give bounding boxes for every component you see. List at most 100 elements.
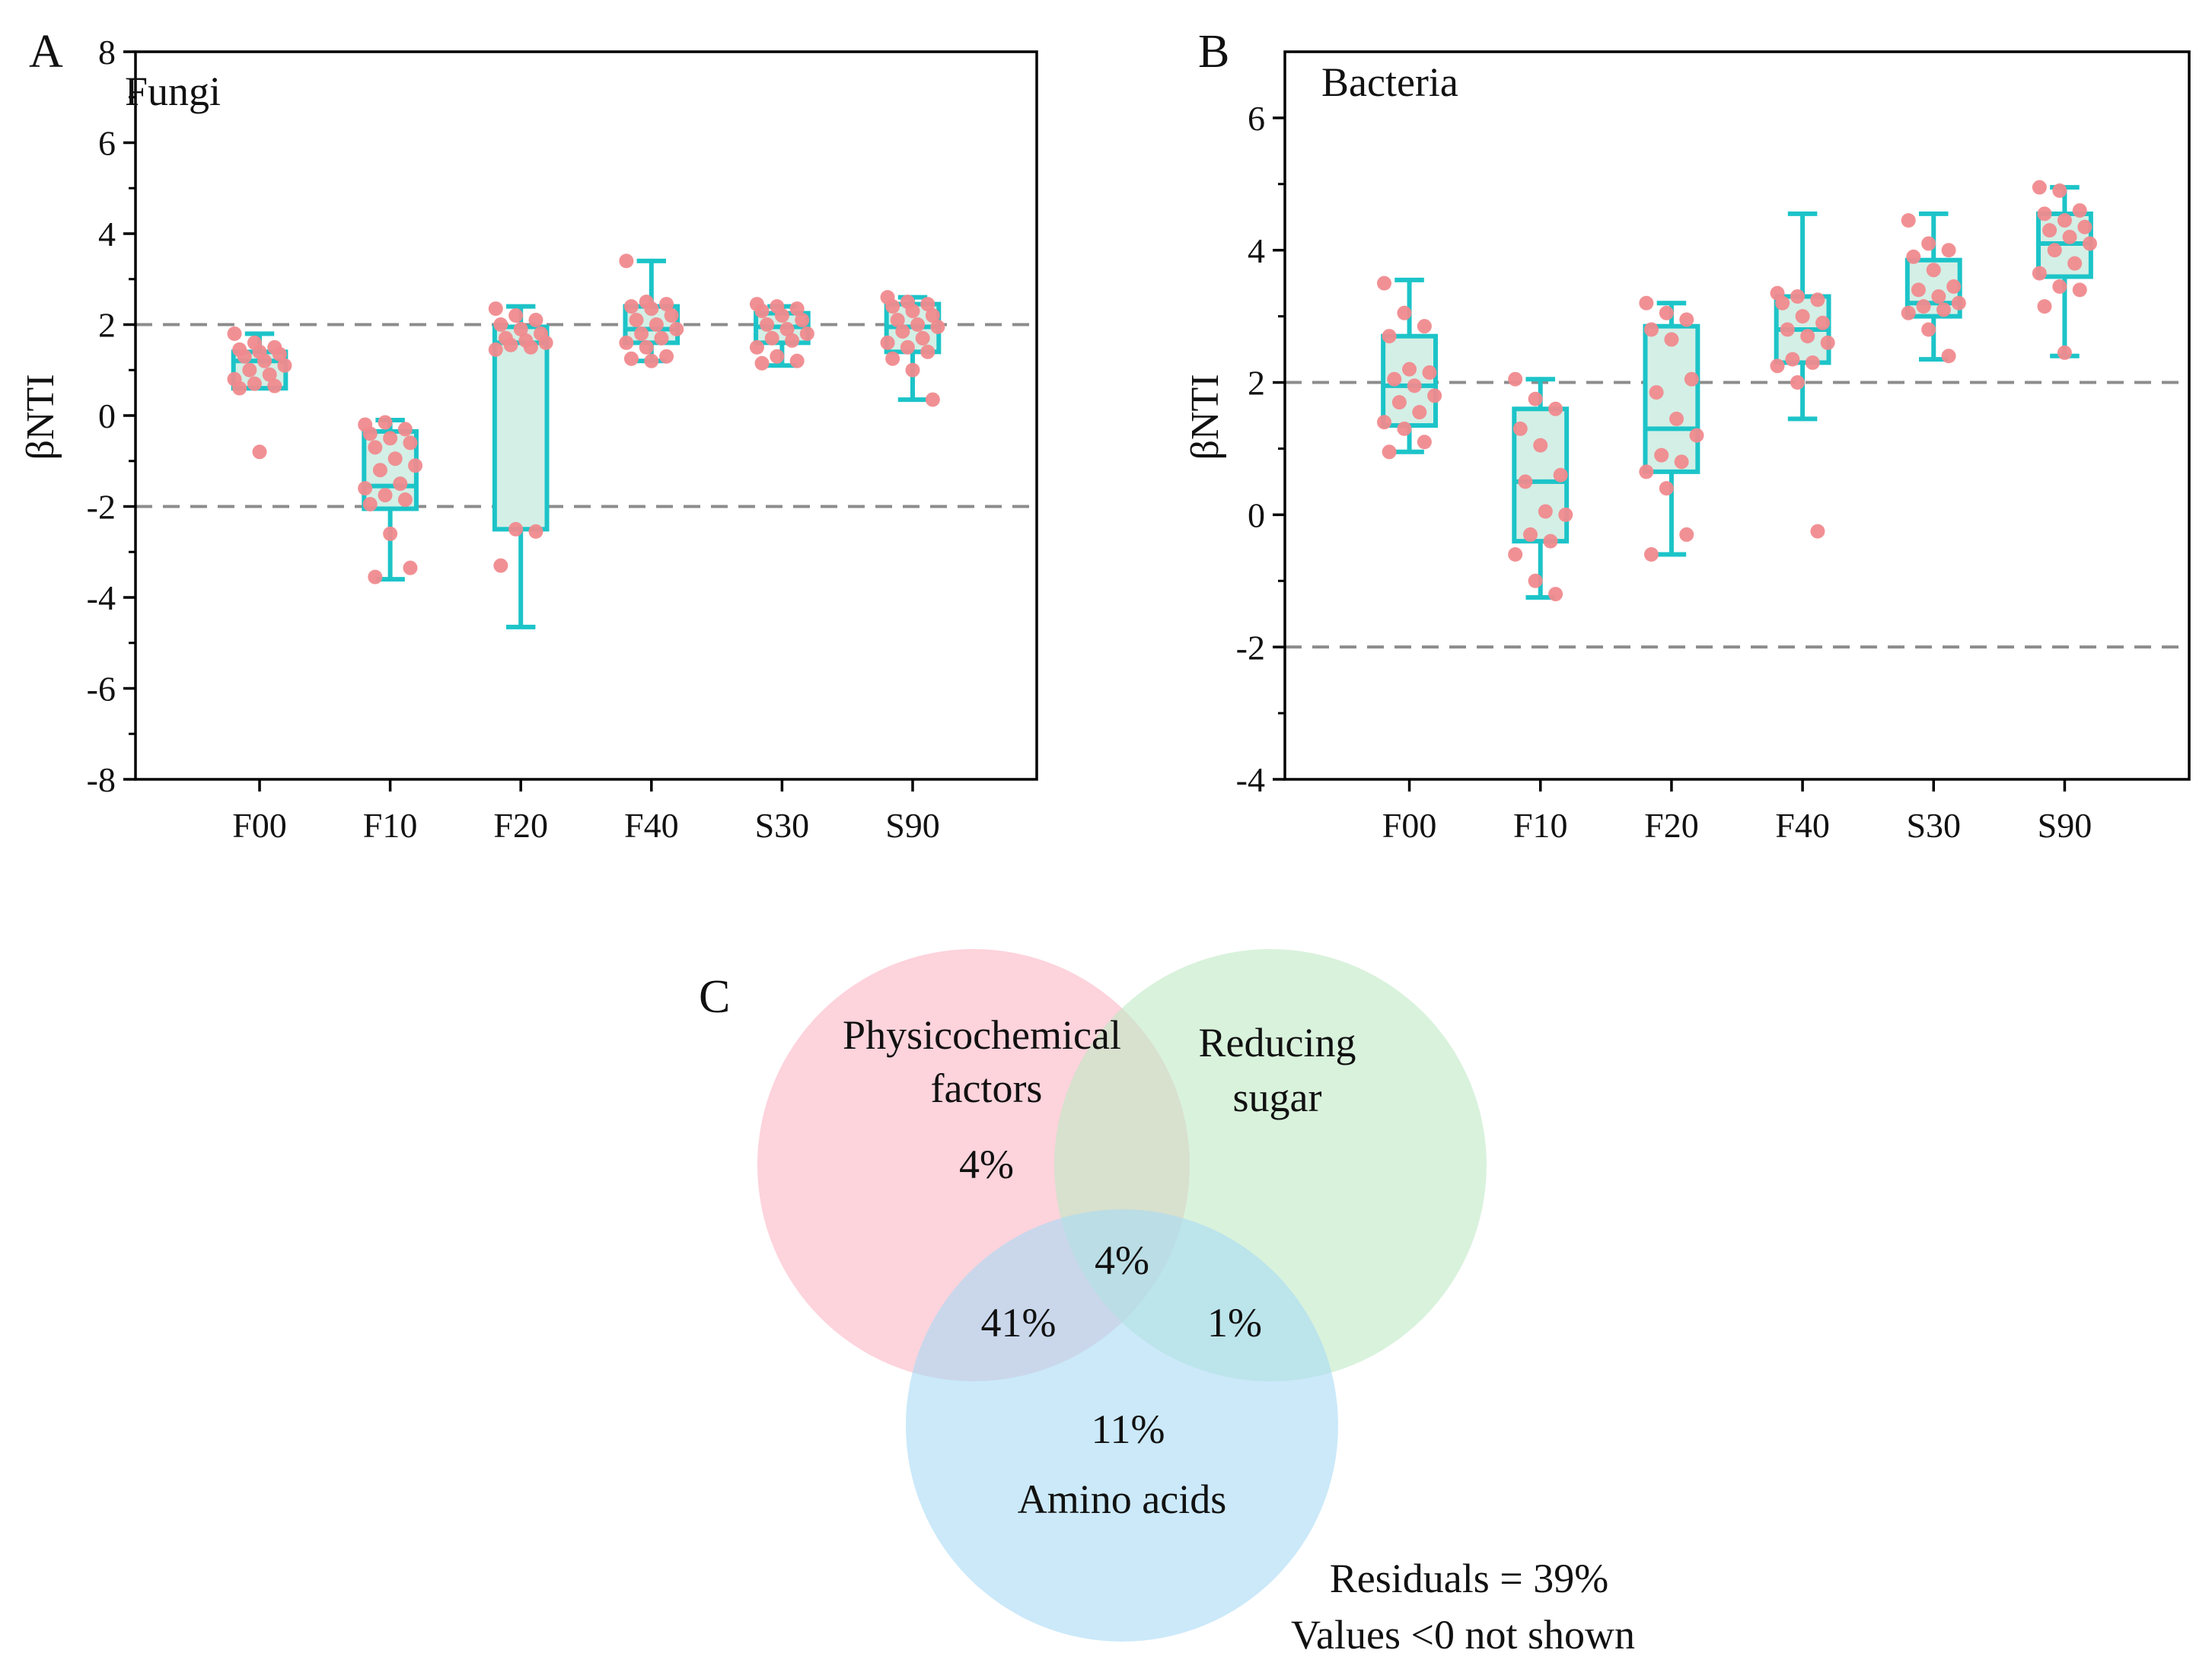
data-point <box>1387 371 1402 387</box>
data-point <box>513 321 528 336</box>
data-point <box>2047 243 2062 258</box>
data-point <box>1417 319 1432 334</box>
data-point <box>523 339 538 355</box>
y-tick-label: 4 <box>98 215 116 253</box>
data-point <box>623 351 639 366</box>
box-S90 <box>880 290 945 407</box>
x-tick-label-S30: S30 <box>755 806 810 845</box>
panel-b-y-axis-label: βNTI <box>1184 374 1227 460</box>
data-point <box>1643 547 1659 562</box>
panel-b-title: Bacteria <box>1321 59 1458 105</box>
data-point <box>508 521 524 537</box>
data-point <box>1391 395 1407 410</box>
box-F20 <box>488 301 553 629</box>
data-point <box>1543 534 1558 549</box>
x-tick-label-S90: S90 <box>885 806 940 845</box>
data-point <box>1553 467 1568 483</box>
data-point <box>1679 527 1694 542</box>
venn-set-label-physicochemical-line2: factors <box>931 1065 1043 1111</box>
box-S90 <box>2032 180 2097 360</box>
data-point <box>403 435 418 451</box>
data-point <box>538 335 553 350</box>
box-iqr <box>1643 323 1700 474</box>
data-point <box>639 339 654 355</box>
data-point <box>1664 332 1679 347</box>
data-point <box>383 526 398 541</box>
data-point <box>242 362 257 377</box>
data-point <box>372 463 387 478</box>
x-tick-label-F40: F40 <box>1775 806 1830 845</box>
data-point <box>1805 355 1820 370</box>
data-point <box>262 367 277 382</box>
x-tick-label-F10: F10 <box>1513 806 1568 845</box>
data-point <box>644 353 659 368</box>
panel-a-y-axis-label: βNTI <box>19 374 62 460</box>
data-point <box>2067 256 2083 271</box>
data-point <box>925 308 940 323</box>
data-point <box>764 330 779 346</box>
y-tick-label: 2 <box>1248 364 1265 403</box>
data-point <box>634 326 649 341</box>
data-point <box>885 351 900 366</box>
data-point <box>1377 415 1392 430</box>
data-point <box>1377 276 1392 291</box>
data-point <box>2057 345 2072 360</box>
data-point <box>358 481 373 496</box>
data-point <box>378 488 393 503</box>
data-point <box>1941 243 1956 258</box>
venn-region-all-three: 4% <box>1095 1237 1149 1283</box>
data-point <box>257 353 273 368</box>
box-F40 <box>619 253 684 368</box>
data-point <box>362 497 378 512</box>
data-point <box>920 297 935 312</box>
data-point <box>1397 421 1412 436</box>
venn-set-label-reducing-line2: sugar <box>1233 1075 1322 1120</box>
data-point <box>1558 507 1573 522</box>
data-point <box>378 415 393 430</box>
data-point <box>1674 454 1689 470</box>
y-tick-label: 6 <box>98 124 116 163</box>
data-point <box>770 349 785 364</box>
data-point <box>754 304 770 319</box>
venn-set-label-reducing-line1: Reducing <box>1199 1020 1356 1065</box>
data-point <box>1790 289 1805 304</box>
box-F20 <box>1639 295 1704 562</box>
data-point <box>1427 388 1442 403</box>
y-tick-label: 0 <box>98 397 116 435</box>
axes-frame <box>1283 50 2191 781</box>
venn-region-amino-only: 11% <box>1092 1406 1165 1452</box>
data-point <box>779 321 795 336</box>
venn-set-label-physicochemical-line1: Physicochemical <box>843 1012 1121 1058</box>
venn-region-physicochemical-amino: 41% <box>981 1300 1057 1346</box>
data-point <box>387 451 403 467</box>
venn-circle-amino-acids <box>906 1209 1338 1642</box>
venn-note-values-not-shown: Values <0 not shown <box>1291 1612 1635 1658</box>
data-point <box>397 422 413 437</box>
panel-a-letter: A <box>29 26 63 78</box>
panel-b-plot-area: -4 -2 0 2 4 6 F00 F10 F20 F40 S30 S90 <box>1236 50 2191 845</box>
data-point <box>629 313 644 328</box>
box-F40 <box>1770 211 1835 539</box>
data-point <box>2052 183 2067 199</box>
y-tick-label: -4 <box>1236 760 1265 799</box>
data-point <box>664 308 679 323</box>
data-point <box>1941 349 1956 364</box>
x-tick-label-F00: F00 <box>232 806 287 845</box>
data-point <box>1639 295 1654 311</box>
panel-c-letter: C <box>699 971 730 1023</box>
box-iqr <box>492 324 550 532</box>
data-point <box>1659 481 1674 496</box>
y-tick-label: -2 <box>1236 628 1265 667</box>
data-point <box>1906 249 1921 264</box>
x-tick-label-F00: F00 <box>1382 806 1437 845</box>
data-point <box>1518 474 1533 489</box>
data-point <box>528 524 543 539</box>
data-point <box>1785 352 1800 367</box>
y-tick-label: -4 <box>87 578 116 617</box>
data-point <box>1951 295 1966 311</box>
y-tick-label: 4 <box>1248 231 1265 270</box>
data-point <box>1512 421 1528 436</box>
data-point <box>1790 375 1805 390</box>
data-point <box>408 458 423 473</box>
